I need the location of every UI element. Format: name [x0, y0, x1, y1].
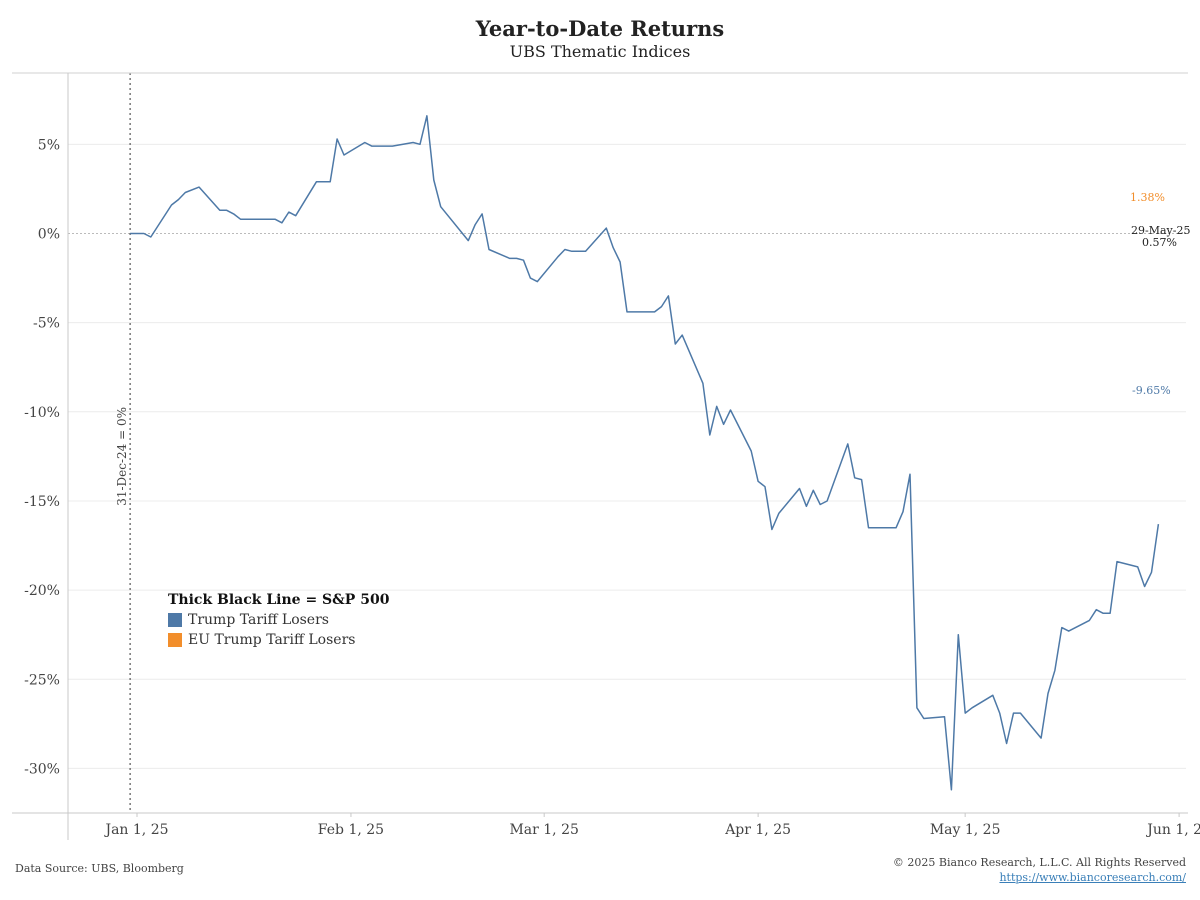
legend-swatch-blue	[168, 613, 182, 627]
y-tick-label: 0%	[38, 226, 60, 242]
chart-subtitle: UBS Thematic Indices	[509, 42, 691, 61]
reference-line-label: 31-Dec-24 = 0%	[115, 407, 129, 506]
gridlines	[68, 73, 1186, 813]
y-tick-label: -10%	[24, 405, 60, 421]
y-tick-label: -5%	[33, 316, 60, 332]
blue-end-label: -9.65%	[1132, 384, 1171, 397]
y-tick-label: -25%	[24, 672, 60, 688]
x-tick-label: Apr 1, 25	[724, 822, 791, 838]
y-tick-label: -30%	[24, 761, 60, 777]
orange-end-label: 1.38%	[1130, 191, 1165, 204]
legend-label-orange: EU Trump Tariff Losers	[188, 632, 356, 648]
x-tick-label: Jun 1, 25	[1145, 822, 1200, 838]
series-line-0	[130, 115, 1160, 791]
legend: Thick Black Line = S&P 500 Trump Tariff …	[168, 592, 389, 650]
copyright-text: © 2025 Bianco Research, L.L.C. All Right…	[892, 856, 1186, 869]
legend-label-blue: Trump Tariff Losers	[188, 612, 329, 628]
x-tick-label: May 1, 25	[930, 822, 1001, 838]
footer-credits: © 2025 Bianco Research, L.L.C. All Right…	[893, 855, 1186, 885]
legend-title: Thick Black Line = S&P 500	[168, 592, 390, 608]
legend-swatch-orange	[168, 633, 182, 647]
x-tick-label: Jan 1, 25	[103, 822, 168, 838]
y-tick-label: -15%	[24, 494, 60, 510]
axes: 5% 0% -5% -10% -15% -20% -25% -30% Jan 1, 25 Feb …	[12, 72, 1200, 840]
series-lines	[130, 115, 1160, 791]
y-tick-label: 5%	[38, 137, 60, 153]
legend-item-orange: EU Trump Tariff Losers	[168, 630, 389, 650]
website-link[interactable]: https://www.biancoresearch.com/	[999, 871, 1186, 884]
legend-item-blue: Trump Tariff Losers	[168, 610, 389, 630]
spx-date-label: 29-May-25	[1131, 224, 1190, 237]
chart-title: Year-to-Date Returns	[475, 16, 725, 41]
chart-labels: 31-Dec-24 = 0% 1.38% 29-May-250.57% -9.65%	[115, 191, 1190, 506]
x-tick-label: Mar 1, 25	[509, 822, 578, 838]
x-tick-label: Feb 1, 25	[318, 822, 384, 838]
y-tick-label: -20%	[24, 583, 60, 599]
data-source: Data Source: UBS, Bloomberg	[15, 862, 184, 875]
spx-end-label: 0.57%	[1142, 236, 1177, 249]
